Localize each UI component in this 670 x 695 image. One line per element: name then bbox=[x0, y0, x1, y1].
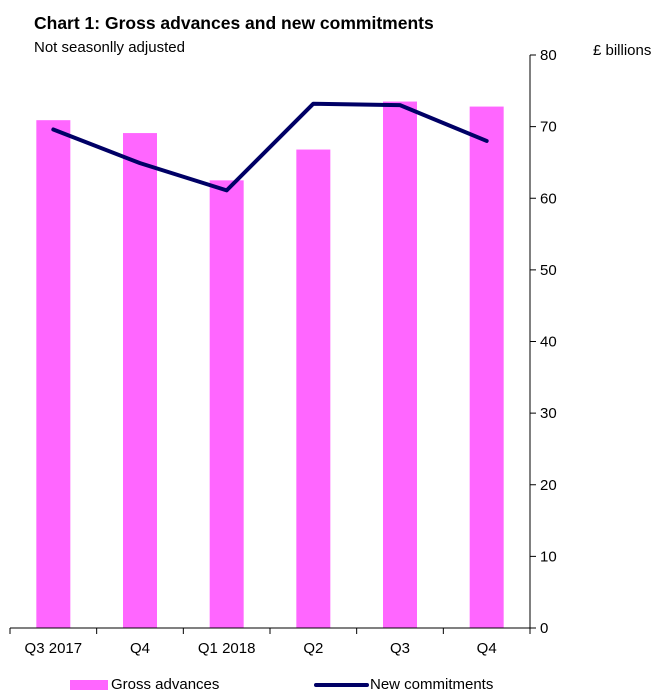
bar bbox=[123, 133, 157, 629]
x-axis-tick-labels: Q3 2017 Q4 Q1 2018 Q2 Q3 Q4 bbox=[25, 640, 497, 657]
bar bbox=[36, 120, 71, 629]
axes bbox=[9, 54, 536, 634]
y-tick-label: 60 bbox=[540, 190, 557, 207]
y-tick-label: 30 bbox=[540, 405, 557, 422]
y-tick-label: 80 bbox=[540, 47, 557, 64]
x-tick-label: Q4 bbox=[477, 640, 497, 657]
x-tick-label: Q3 bbox=[390, 640, 410, 657]
y-tick-label: 20 bbox=[540, 477, 557, 494]
x-tick-label: Q3 2017 bbox=[25, 640, 83, 657]
line-path bbox=[51, 101, 489, 193]
y-axis-unit-label: £ billions bbox=[593, 42, 652, 59]
bar bbox=[383, 101, 417, 628]
legend-item-gross-advances: Gross advances bbox=[70, 676, 219, 693]
legend-item-new-commitments: New commitments bbox=[314, 676, 493, 693]
bar-series-gross-advances bbox=[36, 101, 504, 629]
y-axis-tick-labels: 0 10 20 30 40 50 60 70 80 bbox=[540, 47, 557, 637]
legend-label: Gross advances bbox=[111, 676, 220, 693]
x-tick-label: Q2 bbox=[303, 640, 323, 657]
bar bbox=[296, 149, 331, 629]
bar bbox=[469, 106, 504, 628]
legend-swatch-bar bbox=[70, 679, 108, 690]
y-tick-label: 0 bbox=[540, 620, 548, 637]
x-tick-label: Q4 bbox=[130, 640, 150, 657]
legend-swatch-line bbox=[314, 682, 369, 687]
bar bbox=[209, 180, 244, 628]
y-tick-label: 70 bbox=[540, 119, 557, 136]
y-tick-label: 50 bbox=[540, 262, 557, 279]
chart-subtitle: Not seasonlly adjusted bbox=[34, 39, 185, 56]
x-tick-label: Q1 2018 bbox=[198, 640, 256, 657]
chart-title: Chart 1: Gross advances and new commitme… bbox=[34, 13, 434, 33]
y-tick-label: 10 bbox=[540, 548, 557, 565]
line-series-new-commitments bbox=[51, 101, 489, 193]
y-tick-label: 40 bbox=[540, 334, 557, 351]
legend-label: New commitments bbox=[370, 676, 494, 693]
